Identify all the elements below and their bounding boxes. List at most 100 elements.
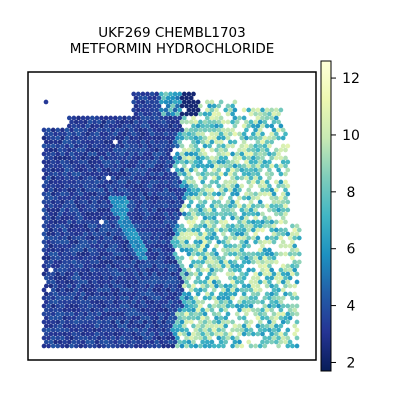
spot — [96, 199, 102, 205]
spot — [230, 199, 235, 205]
spot — [267, 319, 272, 325]
spot — [92, 151, 97, 157]
spot — [92, 279, 97, 285]
spot — [246, 283, 252, 289]
spot — [94, 283, 100, 289]
spot — [76, 267, 81, 273]
spot — [241, 139, 247, 145]
spot — [119, 239, 125, 245]
spot — [108, 123, 114, 129]
spot — [69, 239, 74, 245]
spot — [60, 231, 65, 237]
spot — [103, 283, 109, 289]
spot — [152, 271, 157, 277]
spot — [50, 167, 56, 173]
spot — [131, 259, 137, 265]
spot — [80, 219, 86, 225]
spot — [216, 327, 222, 333]
spot — [227, 251, 233, 257]
spot — [69, 279, 74, 285]
spot — [50, 287, 56, 293]
spot — [122, 267, 127, 273]
spot — [50, 199, 56, 205]
spot — [78, 343, 84, 349]
spot — [202, 215, 208, 221]
spot — [119, 279, 125, 285]
spot — [239, 255, 245, 261]
spot — [41, 135, 47, 141]
spot — [135, 283, 141, 289]
spot — [60, 175, 65, 181]
spot — [175, 111, 180, 117]
spot — [188, 119, 194, 125]
spot — [209, 123, 215, 129]
spot — [283, 339, 288, 345]
spot — [230, 327, 235, 333]
spot — [66, 259, 72, 265]
spot — [57, 203, 63, 209]
spot — [170, 303, 176, 309]
spot — [48, 219, 54, 225]
spot — [211, 263, 217, 269]
spot — [278, 307, 284, 313]
spot — [255, 179, 261, 185]
spot — [94, 195, 100, 201]
spot — [50, 263, 56, 269]
spot — [43, 171, 49, 177]
spot — [278, 331, 284, 337]
spot — [80, 179, 86, 185]
spot — [177, 123, 183, 129]
spot — [232, 243, 238, 249]
spot — [163, 323, 169, 329]
spot — [78, 255, 84, 261]
spot — [278, 179, 284, 185]
spot — [140, 323, 146, 329]
spot — [87, 199, 93, 205]
spot — [124, 223, 130, 229]
spot — [280, 319, 286, 325]
spot — [101, 327, 107, 333]
spot — [94, 203, 100, 209]
spot — [87, 271, 93, 277]
spot — [78, 127, 84, 133]
spot — [202, 223, 208, 229]
spot — [221, 151, 226, 157]
spot — [193, 207, 199, 213]
spot — [69, 191, 74, 197]
spot — [43, 155, 49, 161]
spot — [152, 111, 157, 117]
spot — [138, 279, 143, 285]
spot — [119, 151, 125, 157]
spot — [106, 319, 111, 325]
spot — [89, 259, 95, 265]
spot — [248, 279, 254, 285]
spot — [108, 227, 114, 233]
spot — [115, 287, 120, 293]
spot — [232, 123, 238, 129]
spot — [112, 163, 118, 169]
spot — [48, 307, 54, 313]
spot — [76, 163, 81, 169]
spot — [46, 207, 51, 213]
spot — [55, 135, 61, 141]
spot — [112, 227, 118, 233]
spot — [170, 223, 176, 229]
spot — [241, 251, 247, 257]
spot — [89, 243, 95, 249]
spot — [198, 207, 203, 213]
spot — [227, 291, 233, 297]
spot — [53, 299, 58, 305]
spot — [248, 319, 254, 325]
spot — [161, 343, 166, 349]
spot — [241, 243, 247, 249]
spot — [246, 227, 252, 233]
spot — [152, 319, 157, 325]
spot — [117, 251, 123, 257]
spot — [131, 307, 137, 313]
spot — [287, 291, 293, 297]
spot — [112, 275, 118, 281]
spot — [204, 211, 210, 217]
spot — [264, 267, 270, 273]
spot — [89, 211, 95, 217]
spot — [188, 223, 194, 229]
